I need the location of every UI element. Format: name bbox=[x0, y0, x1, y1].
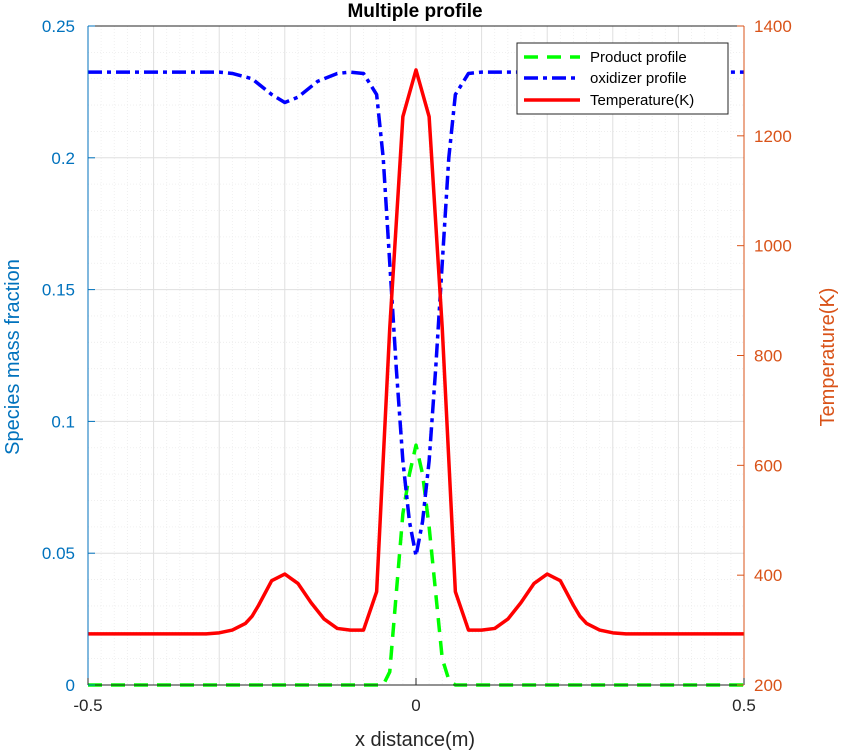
chart-title: Multiple profile bbox=[347, 1, 482, 22]
temperature-line bbox=[88, 68, 744, 636]
y-left-tick-label: 0.25 bbox=[42, 17, 75, 36]
y-left-tick-label: 0.15 bbox=[42, 281, 75, 300]
y-right-tick-label: 1200 bbox=[754, 127, 792, 146]
tick-labels: -0.5 0 0.500.050.10.150.20.252004006008001… bbox=[42, 17, 792, 715]
y-right-tick-label: 800 bbox=[754, 347, 782, 366]
y-left-tick-label: 0 bbox=[66, 676, 75, 695]
legend-entry-product: Product profile bbox=[590, 49, 687, 66]
x-tick-label: 0.5 bbox=[732, 696, 756, 715]
y-left-tick-label: 0.2 bbox=[51, 149, 75, 168]
y-left-tick-label: 0.1 bbox=[51, 412, 75, 431]
y-right-tick-label: 200 bbox=[754, 676, 782, 695]
x-tick-label: -0.5 bbox=[73, 696, 102, 715]
grid bbox=[88, 25, 744, 686]
axes bbox=[87, 25, 745, 686]
product-profile-line bbox=[88, 443, 744, 687]
legend: Product profile oxidizer profile Tempera… bbox=[516, 42, 729, 115]
y-left-tick-label: 0.05 bbox=[42, 544, 75, 563]
legend-entry-temperature: Temperature(K) bbox=[590, 92, 694, 109]
legend-entry-oxidizer: oxidizer profile bbox=[590, 70, 687, 87]
y-right-tick-label: 1400 bbox=[754, 17, 792, 36]
x-tick-label: 0 bbox=[411, 696, 420, 715]
y-right-tick-label: 400 bbox=[754, 566, 782, 585]
x-axis-label: x distance(m) bbox=[355, 729, 475, 751]
y-left-axis-label: Species mass fraction bbox=[2, 259, 24, 455]
y-right-axis-label: Temperature(K) bbox=[817, 288, 839, 427]
y-right-tick-label: 1000 bbox=[754, 237, 792, 256]
y-right-tick-label: 600 bbox=[754, 456, 782, 475]
